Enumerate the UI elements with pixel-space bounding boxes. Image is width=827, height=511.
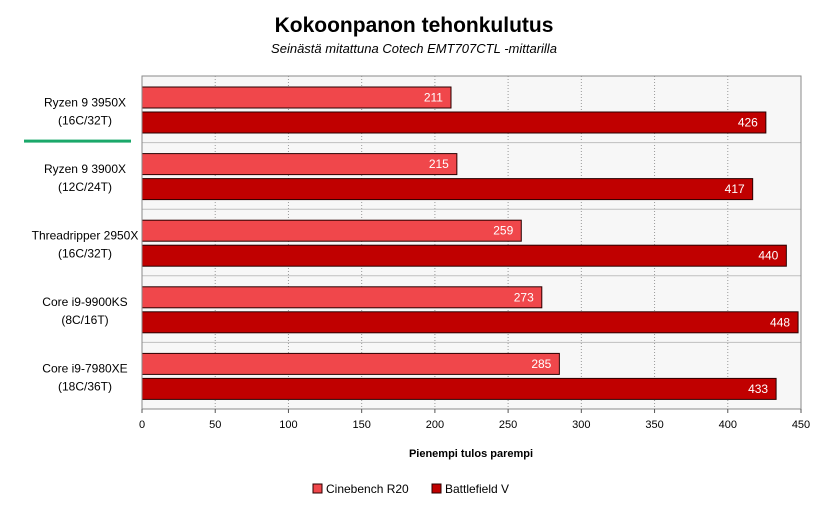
tick-label: 250: [499, 419, 517, 431]
plot-border: [141, 75, 802, 410]
data-label: 215: [429, 157, 449, 171]
bar: [141, 244, 787, 267]
tick-label: 100: [279, 419, 297, 431]
tick-label: 0: [139, 419, 145, 431]
category-label: Threadripper 2950X: [32, 229, 139, 243]
tick-label: 150: [352, 419, 370, 431]
category-label: Ryzen 9 3900X: [44, 162, 126, 176]
bar: [141, 178, 754, 201]
category-label: Core i9-7980XE: [42, 362, 127, 376]
data-label: 211: [424, 91, 443, 105]
plot-area: 211 426 Ryzen 9 3950X (16C/32T) 215 417 Ryzen …: [24, 75, 810, 431]
bar: [141, 311, 799, 334]
chart-subtitle: Seinästä mitattuna Cotech EMT707CTL -mit…: [271, 41, 557, 56]
legend-swatch: [431, 483, 442, 494]
legend-label: Cinebench R20: [326, 482, 409, 496]
data-label: 433: [748, 382, 768, 396]
bar: [141, 153, 458, 176]
tick-label: 200: [426, 419, 444, 431]
bar: [141, 111, 767, 134]
chart-title: Kokoonpanon tehonkulutus: [275, 14, 554, 37]
highlight-underline: [24, 139, 131, 143]
tick-label: 400: [719, 419, 737, 431]
tick-label: 50: [209, 419, 221, 431]
category-label: (8C/16T): [61, 313, 108, 327]
tick-label: 350: [645, 419, 663, 431]
legend: Cinebench R20 Battlefield V: [312, 482, 509, 496]
category-label: (12C/24T): [58, 180, 112, 194]
legend-swatch: [312, 483, 323, 494]
bar: [141, 86, 452, 109]
category-label: (16C/32T): [58, 113, 112, 127]
data-label: 440: [758, 249, 778, 263]
tick-label: 300: [572, 419, 590, 431]
bar: [141, 286, 543, 309]
category-label: (18C/36T): [58, 380, 112, 394]
category-label: Core i9-9900KS: [42, 295, 127, 309]
bar: [141, 377, 777, 400]
category-label: Ryzen 9 3950X: [44, 95, 126, 109]
bar: [141, 219, 522, 242]
category-label: (16C/32T): [58, 247, 112, 261]
data-label: 426: [738, 116, 758, 130]
data-label: 417: [725, 182, 745, 196]
x-axis-label: Pienempi tulos parempi: [409, 448, 533, 460]
data-label: 448: [770, 315, 790, 329]
tick-label: 450: [792, 419, 810, 431]
data-label: 259: [493, 224, 513, 238]
bar: [141, 352, 560, 375]
data-label: 285: [531, 357, 551, 371]
data-label: 273: [514, 290, 534, 304]
legend-label: Battlefield V: [445, 482, 509, 496]
